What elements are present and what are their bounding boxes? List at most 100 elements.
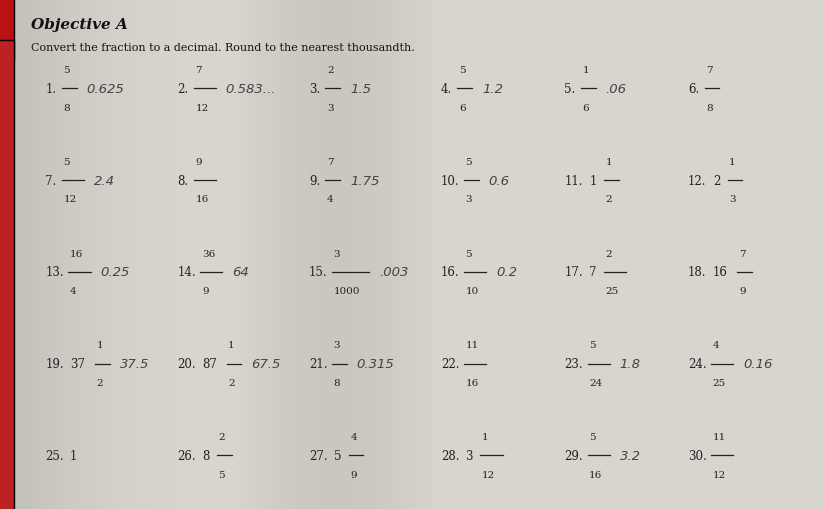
Bar (133, 0, 138, 509)
Bar (293, 0, 297, 509)
Bar (359, 0, 364, 509)
Bar (262, 0, 267, 509)
Text: 6.: 6. (688, 82, 700, 96)
Bar (288, 0, 293, 509)
Bar (141, 0, 144, 509)
Bar (144, 0, 147, 509)
Bar (256, 0, 262, 509)
Bar (120, 0, 124, 509)
Text: 9: 9 (202, 287, 208, 296)
Text: 3: 3 (466, 195, 472, 204)
Text: 3.2: 3.2 (620, 449, 640, 462)
Bar (251, 0, 256, 509)
Text: .06: .06 (606, 82, 626, 96)
Bar (168, 0, 171, 509)
Text: 5: 5 (334, 449, 341, 462)
Bar (364, 0, 370, 509)
Text: 7: 7 (327, 157, 334, 166)
Text: 3: 3 (729, 195, 736, 204)
Bar (272, 0, 277, 509)
Text: 1.75: 1.75 (350, 174, 380, 187)
Bar (354, 0, 359, 509)
Text: 11: 11 (713, 432, 726, 441)
Bar (154, 0, 158, 509)
Text: 5: 5 (218, 470, 225, 479)
Text: 3: 3 (466, 449, 473, 462)
Bar (308, 0, 313, 509)
Bar (175, 0, 179, 509)
Text: 5: 5 (459, 66, 466, 75)
Text: 8.: 8. (177, 174, 189, 187)
Bar (147, 0, 151, 509)
Bar (106, 0, 110, 509)
Text: 2.4: 2.4 (94, 174, 115, 187)
Text: 12: 12 (63, 195, 77, 204)
Text: 4.: 4. (441, 82, 452, 96)
Text: 1.: 1. (45, 82, 57, 96)
Text: 7.: 7. (45, 174, 57, 187)
Text: 37.5: 37.5 (119, 357, 149, 371)
Text: 1.2: 1.2 (482, 82, 503, 96)
Bar (339, 0, 344, 509)
Bar (179, 0, 182, 509)
Text: 9: 9 (195, 157, 202, 166)
Bar (35, 0, 38, 509)
Text: 2: 2 (228, 378, 235, 387)
Text: 7: 7 (589, 266, 597, 279)
Text: 7: 7 (739, 249, 746, 258)
Bar (92, 0, 96, 509)
Text: 5: 5 (466, 157, 472, 166)
Text: 4: 4 (713, 341, 719, 350)
Bar (334, 0, 339, 509)
Bar (411, 0, 416, 509)
Bar (344, 0, 349, 509)
Text: 15.: 15. (309, 266, 328, 279)
Text: 0.625: 0.625 (87, 82, 124, 96)
Text: 5: 5 (466, 249, 472, 258)
Bar (303, 0, 308, 509)
Bar (400, 0, 405, 509)
Bar (14, 0, 17, 509)
Bar (267, 0, 272, 509)
Text: 8: 8 (63, 103, 70, 112)
Bar (124, 0, 127, 509)
Text: 7: 7 (706, 66, 713, 75)
Bar (138, 0, 141, 509)
Bar (385, 0, 391, 509)
Bar (7, 0, 10, 509)
Bar (432, 0, 437, 509)
Text: 1000: 1000 (334, 287, 360, 296)
Bar (62, 0, 65, 509)
Text: 2: 2 (218, 432, 225, 441)
Bar (79, 0, 82, 509)
Text: 11.: 11. (564, 174, 583, 187)
Text: 1: 1 (228, 341, 235, 350)
Text: 4: 4 (327, 195, 334, 204)
Text: 28.: 28. (441, 449, 459, 462)
Bar (162, 0, 165, 509)
Text: 9: 9 (739, 287, 746, 296)
Text: 30.: 30. (688, 449, 707, 462)
Text: 5.: 5. (564, 82, 576, 96)
Bar (189, 0, 192, 509)
FancyBboxPatch shape (0, 41, 14, 509)
Bar (282, 0, 288, 509)
Bar (182, 0, 185, 509)
Text: 21.: 21. (309, 357, 327, 371)
Bar (44, 0, 48, 509)
Bar (405, 0, 411, 509)
Bar (3, 0, 7, 509)
Text: 3.: 3. (309, 82, 321, 96)
Bar (375, 0, 380, 509)
Text: 0.2: 0.2 (496, 266, 517, 279)
Text: 25.: 25. (45, 449, 64, 462)
Bar (231, 0, 236, 509)
Bar (151, 0, 154, 509)
Bar (65, 0, 68, 509)
Text: 8: 8 (706, 103, 713, 112)
Bar (41, 0, 44, 509)
Bar (199, 0, 203, 509)
Text: 11: 11 (466, 341, 479, 350)
Bar (27, 0, 30, 509)
Text: 36: 36 (202, 249, 215, 258)
